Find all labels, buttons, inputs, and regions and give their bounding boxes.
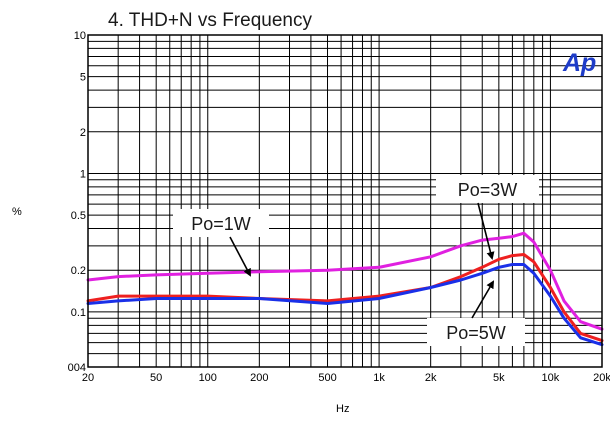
series-lines (86, 231, 604, 347)
tick-labels: 20 50 100 200 500 1k 2k 5k 10k 20k 10 5 2 1 0.5 0.2 0.1 0… (68, 30, 610, 384)
y-tick-label: 1 (80, 168, 86, 180)
x-tick-label: 500 (318, 372, 336, 384)
callout-box-po-1w (173, 209, 269, 237)
callout-label-po-3w: Po=3W (458, 180, 518, 200)
x-tick-label: 20 (82, 372, 94, 384)
x-tick-label: 1k (373, 372, 385, 384)
chart-title: 4. THD+N vs Frequency (108, 10, 312, 31)
callout-arrow-po-3w (477, 202, 495, 260)
callout-label-po-5w: Po=5W (446, 323, 506, 343)
grid (87, 34, 603, 368)
y-tick-label: 0.2 (71, 265, 86, 277)
plot-frame (87, 34, 603, 368)
y-axis-label: % (12, 206, 22, 218)
y-tick-label: 10 (74, 30, 86, 42)
x-tick-label: 20k (593, 372, 610, 384)
y-tick-label: 0.5 (71, 210, 86, 222)
x-tick-label: 5k (493, 372, 505, 384)
series-line-po-5w (86, 263, 604, 347)
series-line-po-3w (86, 253, 604, 343)
callout-arrow-po-5w (471, 280, 495, 319)
x-axis-label: Hz (336, 403, 349, 415)
x-tick-label: 200 (250, 372, 268, 384)
x-tick-label: 2k (425, 372, 437, 384)
ap-logo: Ap (562, 49, 596, 77)
annotations: Po=1W Po=3W Po=5W (173, 175, 539, 346)
callout-arrow-po-1w (229, 236, 251, 277)
callout-box-po-5w (427, 318, 525, 346)
series-line-po-1w (86, 231, 604, 331)
y-tick-label: 004 (68, 362, 86, 374)
x-tick-label: 10k (542, 372, 560, 384)
y-tick-label: 0.1 (71, 307, 86, 319)
y-tick-label: 2 (80, 127, 86, 139)
x-tick-label: 50 (150, 372, 162, 384)
callout-label-po-1w: Po=1W (191, 214, 251, 234)
callout-box-po-3w (436, 175, 539, 203)
y-tick-label: 5 (80, 72, 86, 84)
x-tick-label: 100 (199, 372, 217, 384)
